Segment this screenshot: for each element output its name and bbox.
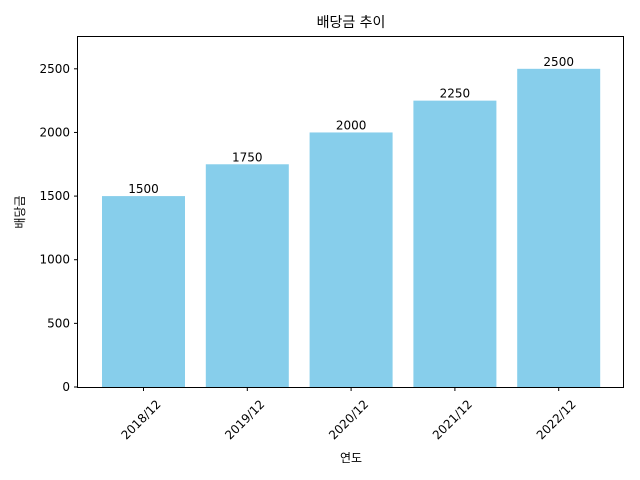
y-tick-label-0: 0	[62, 380, 70, 394]
x-tick-label-2020-12: 2020/12	[326, 397, 371, 442]
y-tick-label-1000: 1000	[39, 253, 70, 267]
bars-group	[102, 68, 601, 388]
y-axis-label: 배당금	[13, 195, 27, 228]
data-label-2018-12: 1500	[128, 182, 159, 196]
plot-frame	[77, 36, 624, 388]
data-label-2020-12: 2000	[336, 118, 367, 132]
bar-2022-12	[517, 68, 601, 388]
x-tick-label-2018-12: 2018/12	[118, 397, 163, 442]
y-tick-label-2500: 2500	[39, 62, 70, 76]
x-axis: 2018/12 2019/12 2020/12 2021/12 2022/12	[118, 387, 579, 442]
data-label-2019-12: 1750	[232, 150, 263, 164]
data-labels-group: 1500 1750 2000 2250 2500	[128, 55, 574, 196]
chart-title: 배당금 추이	[317, 15, 386, 31]
y-axis: 0 500 1000 1500 2000 2500	[39, 62, 78, 394]
bar-2021-12	[413, 100, 497, 388]
x-axis-label: 연도	[340, 451, 362, 465]
x-tick-label-2021-12: 2021/12	[430, 397, 475, 442]
data-label-2021-12: 2250	[440, 87, 471, 101]
data-label-2022-12: 2500	[543, 55, 574, 69]
bar-2018-12	[102, 196, 185, 387]
y-tick-label-2000: 2000	[39, 125, 70, 139]
y-tick-label-500: 500	[47, 316, 70, 330]
y-tick-label-1500: 1500	[39, 189, 70, 203]
bar-2019-12	[205, 164, 289, 387]
x-tick-label-2019-12: 2019/12	[222, 397, 267, 442]
x-tick-label-2022-12: 2022/12	[534, 397, 579, 442]
bar-2020-12	[309, 132, 393, 387]
